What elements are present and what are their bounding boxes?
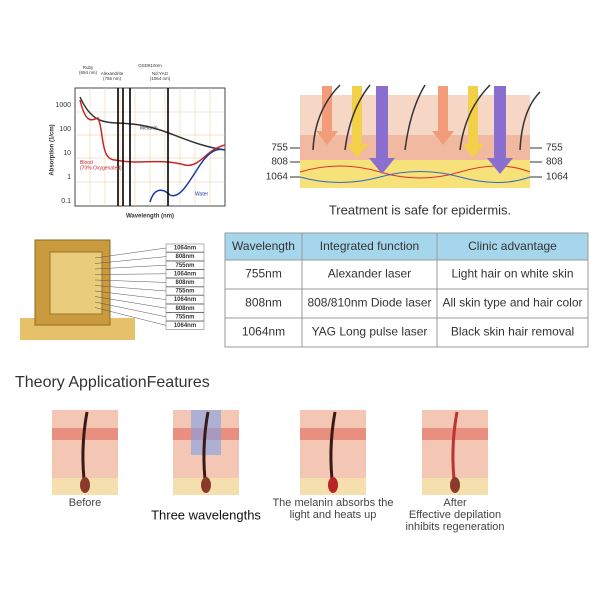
table-cell: YAG Long pulse laser (312, 325, 428, 339)
laser-lines (117, 88, 169, 206)
section-title: Theory ApplicationFeatures (15, 374, 210, 391)
skin-fat (300, 160, 530, 188)
label-box (165, 286, 205, 296)
table-cell: All skin type and hair color (442, 296, 582, 310)
step-bulb (80, 477, 90, 493)
skin-diagram: 755 755 808 808 1064 1064 Treatment is safe f… (266, 84, 569, 217)
table-header: Clinic advantage (468, 239, 557, 253)
depth-label: 1064 (266, 172, 289, 183)
steps: Before Three wavelengths The melanin absor… (52, 410, 505, 533)
handpiece-label: 1064nm (174, 323, 196, 329)
handpiece-label: 808nm (175, 306, 194, 312)
step-bulb (328, 477, 338, 493)
table-cell: 755nm (245, 267, 282, 281)
light-arrows (369, 86, 513, 174)
melanin-curve (79, 96, 226, 151)
leader-line (94, 290, 167, 300)
handpiece-label: 808nm (175, 254, 194, 260)
table-border (224, 232, 589, 348)
laser-label: Nd:YAG (1064 nm) (150, 71, 171, 81)
leader-line (94, 296, 167, 309)
handpiece-stack (49, 251, 103, 315)
label-box (165, 303, 205, 313)
handpiece-label: 755nm (175, 314, 194, 320)
step-bulb (450, 477, 460, 493)
curve-label: Melanin (140, 125, 158, 131)
table-header: Integrated function (320, 239, 419, 253)
label-box (165, 260, 205, 270)
handpiece-label: 1064nm (174, 246, 196, 252)
table-header: Wavelength (232, 239, 295, 253)
y-tick-label: 1 (67, 174, 71, 181)
blood-curve (79, 99, 226, 166)
hairs (312, 84, 541, 151)
leader-line (94, 279, 167, 283)
skin-caption: Treatment is safe for epidermis. (329, 202, 511, 217)
table-cell: Light hair on white skin (451, 267, 573, 281)
table-header-bg (225, 233, 588, 260)
handpiece-label: 755nm (175, 263, 194, 269)
absorption-chart: Absorption (1/cm) Wavelength (nm) (50, 87, 226, 220)
handpiece-label: 808nm (175, 280, 194, 286)
table-cell: 1064nm (242, 325, 285, 339)
feature-table: Wavelength Integrated function Clinic adva… (224, 232, 589, 348)
handpiece-label: 1064nm (174, 297, 196, 303)
light-arrows (346, 86, 484, 158)
label-box (165, 278, 205, 287)
step-caption: Before (69, 497, 101, 509)
leader-line (94, 307, 167, 326)
step-caption: Three wavelengths (151, 507, 261, 522)
table-cell: 808nm (245, 296, 282, 310)
depth-label: 755 (271, 143, 288, 154)
y-tick-label: 10 (63, 150, 71, 157)
label-box (165, 252, 205, 261)
depth-label: 808 (271, 157, 288, 168)
x-axis-label: Wavelength (nm) (126, 214, 174, 220)
table-cell: Black skin hair removal (451, 325, 574, 339)
step-caption: Effective depilation (409, 509, 501, 521)
label-box (165, 269, 205, 279)
laser-label: GSD810nm (138, 63, 162, 68)
y-tick-label: 0.1 (61, 198, 71, 205)
y-axis-label: Absorption (1/cm) (50, 124, 56, 175)
skin-dermis (300, 135, 530, 160)
handpiece-label: 755nm (175, 289, 194, 295)
skin-epidermis (300, 95, 530, 135)
leader-line (94, 301, 167, 318)
leader-line (94, 264, 167, 270)
leader-line (94, 256, 167, 264)
step-caption: After (443, 497, 467, 509)
laser-label: Ruby (694 nm) (79, 65, 98, 75)
label-box (165, 295, 205, 304)
handpiece (20, 239, 135, 340)
depth-label: 1064 (546, 172, 569, 183)
leader-line (94, 285, 167, 292)
step-caption: light and heats up (290, 509, 377, 521)
depth-label: 808 (546, 157, 563, 168)
y-tick-label: 100 (59, 126, 71, 133)
step-bulb (201, 477, 211, 493)
curve-label: Blood (70% Oxygenated) (80, 160, 122, 172)
curve-label: Water (195, 191, 208, 197)
laser-label: Alexandrite (755 nm) (101, 71, 124, 81)
leader-line (94, 247, 167, 259)
leader-line (94, 273, 167, 275)
handpiece-label: 1064nm (174, 271, 196, 277)
label-box (165, 312, 205, 322)
light-arrows (316, 86, 454, 145)
table-cell: Alexander laser (328, 267, 411, 281)
depth-label: 755 (546, 143, 563, 154)
label-box (165, 321, 205, 330)
y-tick-label: 1000 (55, 102, 71, 109)
table-cell: 808/810nm Diode laser (307, 296, 431, 310)
vessel (299, 171, 531, 183)
water-curve (149, 148, 226, 203)
step-caption: The melanin absorbs the (272, 497, 393, 509)
label-box (165, 243, 205, 253)
step-caption: inhibits regeneration (405, 521, 504, 533)
